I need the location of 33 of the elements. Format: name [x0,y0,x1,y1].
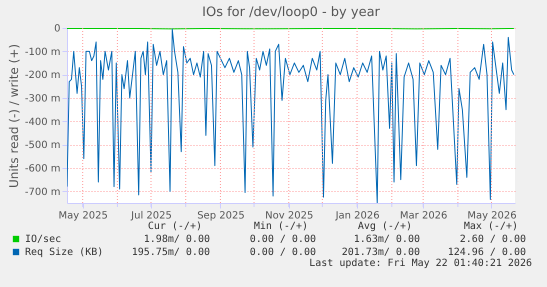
text: 124.96 / 0.00 [448,247,526,258]
text: Max (-/+) [464,221,518,232]
text: Avg (-/+) [358,221,412,232]
x-tick-label: Jul 2025 [130,210,172,222]
y-tick-label: 0 [54,24,60,34]
y-axis-title: Units read (-) / write (+) [6,44,21,188]
x-tick-label: Jan 2026 [334,210,380,222]
text: 0.00 / 0.00 [250,247,316,258]
y-tick-label: -400 m [24,116,60,128]
text: Cur (-/+) [148,221,202,232]
y-tick-label: -700 m [24,186,60,198]
y-tick-label: -300 m [24,94,60,104]
text: Last update: Fri May 22 01:40:21 2026 [309,258,532,269]
y-tick-label: -500 m [24,140,60,152]
legend-label: Req Size (KB) [25,247,104,258]
text: 201.73m/ 0.00 [342,247,420,258]
x-tick-label: May 2025 [58,210,108,222]
y-tick-label: -600 m [24,164,60,174]
y-tick-label: -200 m [24,70,60,82]
legend-label: IO/sec [25,234,62,245]
x-tick-label: Nov 2025 [265,210,314,222]
text: 1.63m/ 0.00 [354,234,420,245]
text: 0.00 / 0.00 [250,234,316,245]
x-tick-label: Sep 2025 [197,210,245,222]
line-series [67,28,514,203]
y-tick-label: -100 m [24,46,60,58]
text: Min (-/+) [254,221,308,232]
x-tick-label: Mar 2026 [400,210,448,222]
x-tick-label: May 2026 [467,210,517,222]
text: 2.60 / 0.00 [460,234,526,245]
text: 195.75m/ 0.00 [132,247,210,258]
text: 1.98m/ 0.00 [144,234,210,245]
chart-title: IOs for /dev/loop0 - by year [202,5,381,20]
